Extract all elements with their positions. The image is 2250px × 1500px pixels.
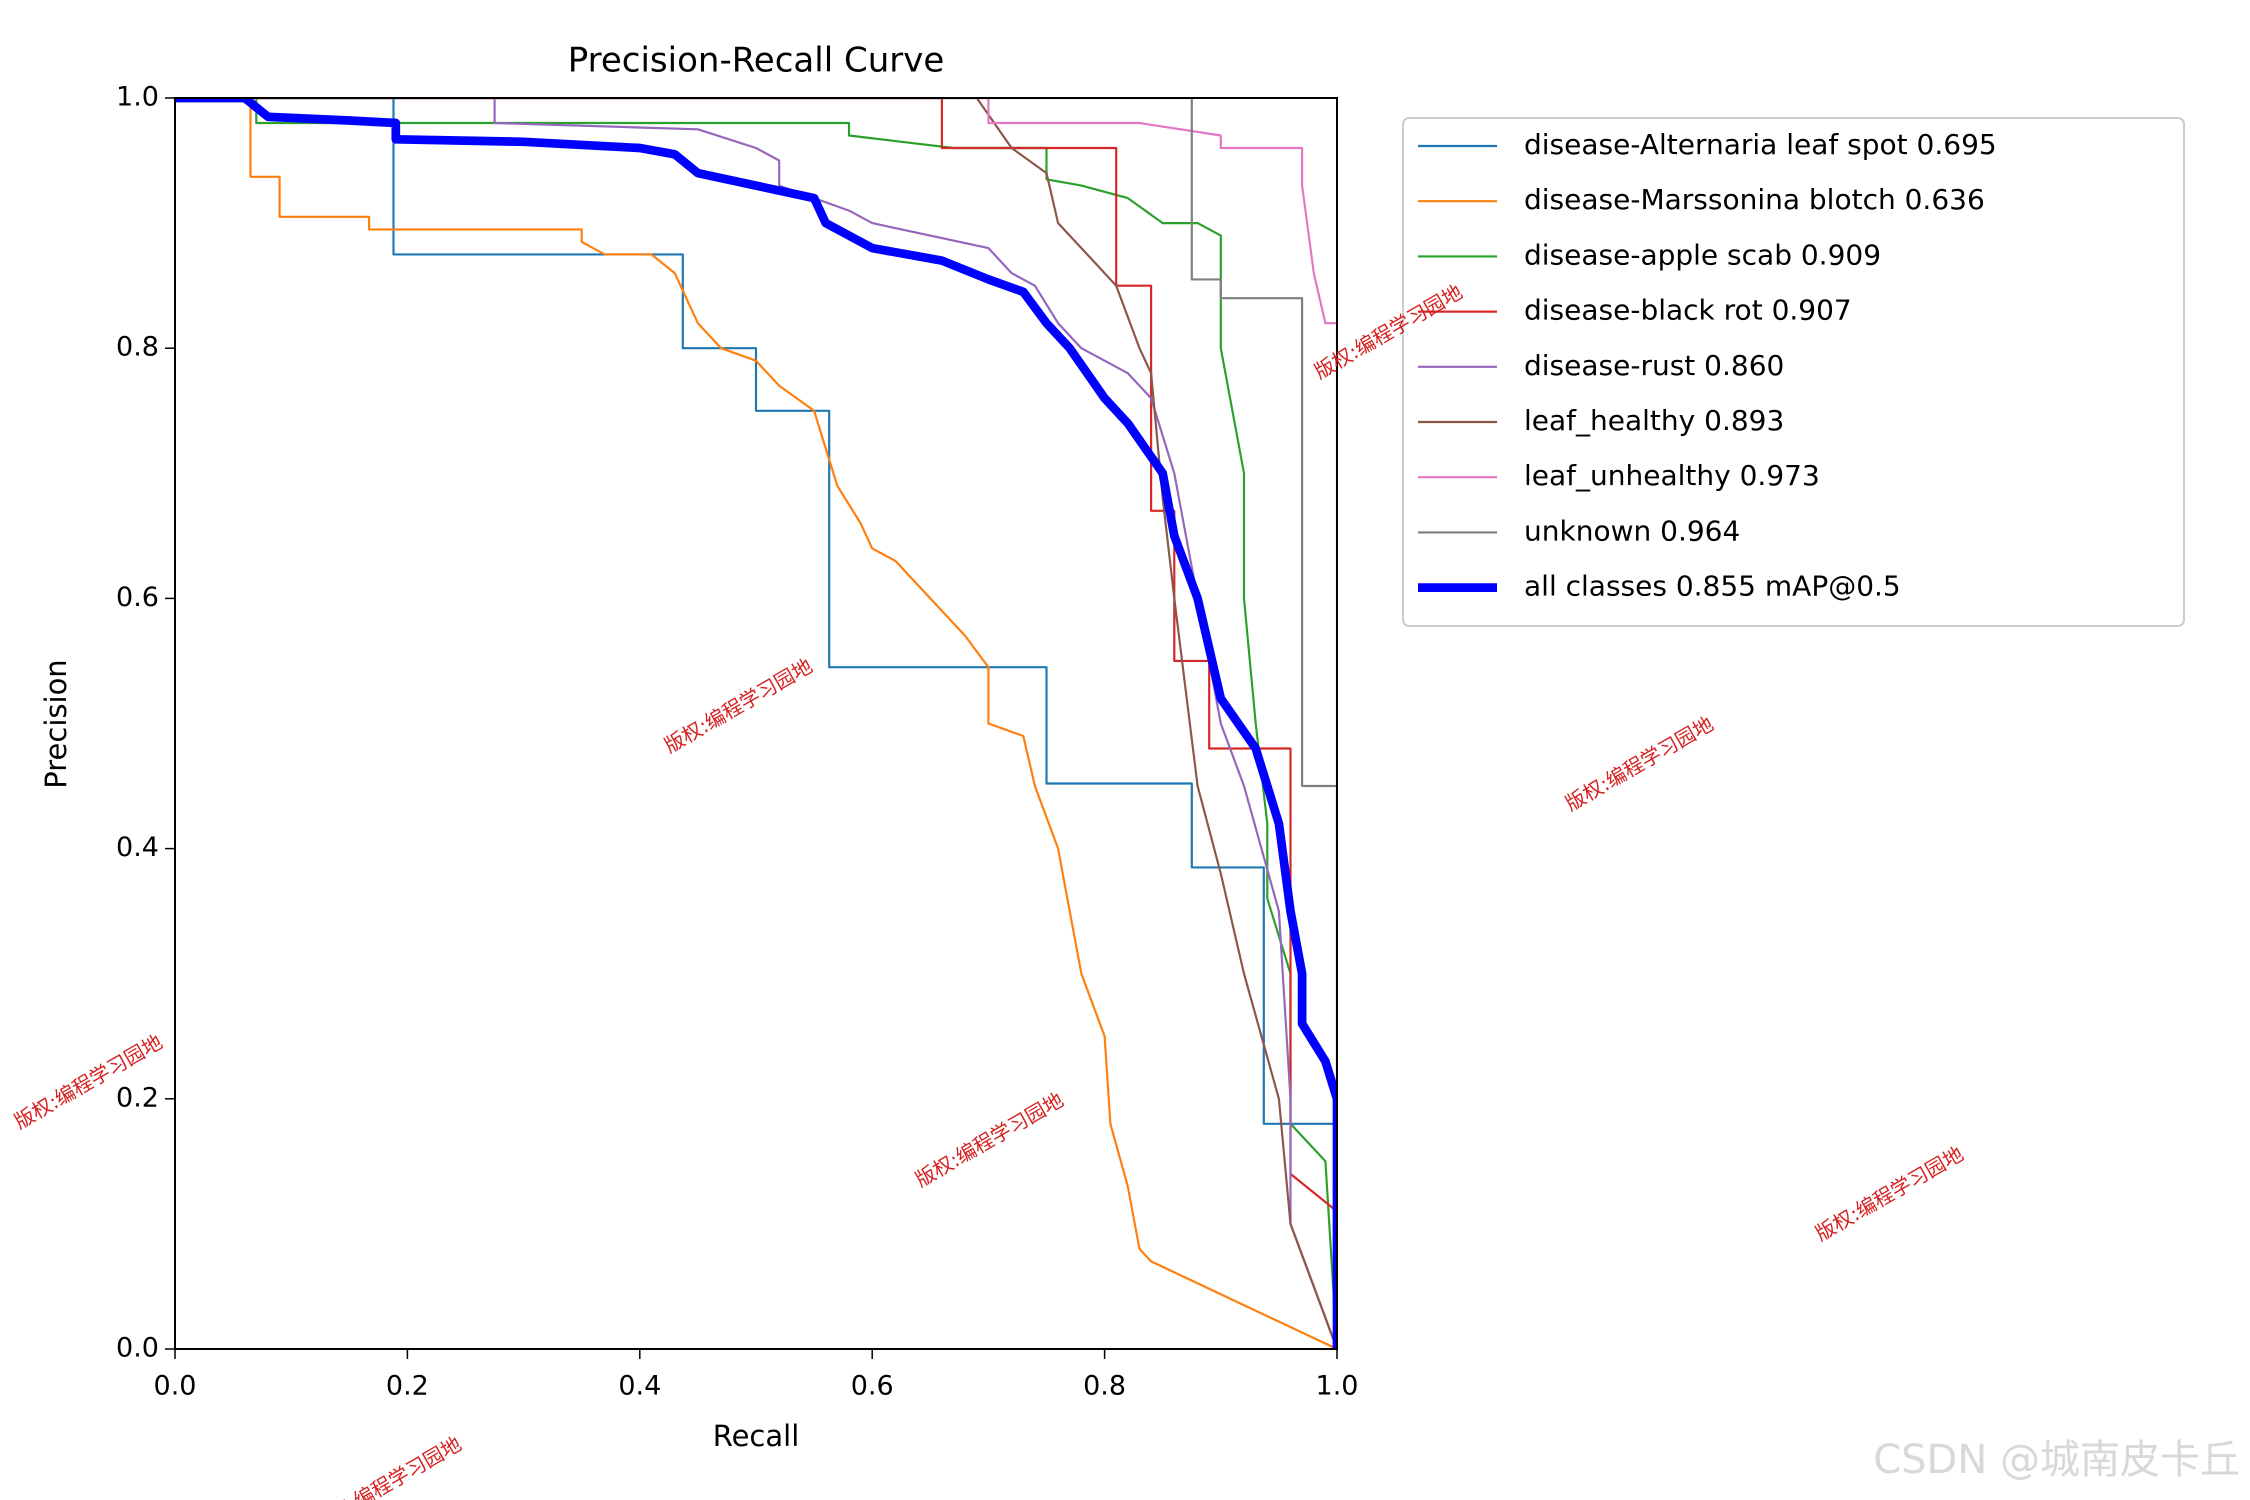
x-tick-label: 0.8 [1083,1371,1126,1402]
pr-curve [175,98,1337,1349]
pr-curve [175,98,1337,1349]
y-tick-label: 0.0 [116,1333,159,1364]
y-tick-label: 0.4 [116,832,159,863]
legend-label: unknown 0.964 [1524,514,1740,547]
legend-label: disease-black rot 0.907 [1524,294,1852,327]
y-tick-label: 0.8 [116,332,159,363]
pr-curve [175,98,1337,1349]
legend-label: disease-apple scab 0.909 [1524,238,1881,271]
legend-label: disease-Marssonina blotch 0.636 [1524,183,1985,216]
plot-frame [174,97,1338,1350]
chart-title: Precision-Recall Curve [568,41,945,81]
legend-label: disease-rust 0.860 [1524,349,1784,382]
x-tick-label: 1.0 [1316,1371,1359,1402]
x-tick-label: 0.2 [386,1371,429,1402]
y-tick-label: 0.6 [116,582,159,613]
x-axis-label: Recall [713,1419,800,1453]
pr-curve [175,98,1337,1349]
y-axis-label: Precision [39,659,73,788]
pr-curve [175,98,1337,1349]
x-tick-label: 0.4 [618,1371,661,1402]
legend-label: leaf_healthy 0.893 [1524,404,1784,437]
pr-curve [175,98,1337,1349]
legend-box [1402,117,2185,627]
legend-label: leaf_unhealthy 0.973 [1524,459,1820,492]
x-tick-label: 0.0 [154,1371,197,1402]
credit: CSDN @城南皮卡丘 [1873,1437,2240,1483]
legend-label: disease-Alternaria leaf spot 0.695 [1524,128,1997,161]
y-tick-label: 0.2 [116,1082,159,1113]
y-tick-label: 1.0 [116,82,159,113]
legend-label: all classes 0.855 mAP@0.5 [1524,570,1901,603]
pr-curve [175,98,1337,1349]
x-tick-label: 0.6 [851,1371,894,1402]
pr-curve [175,98,1337,1349]
